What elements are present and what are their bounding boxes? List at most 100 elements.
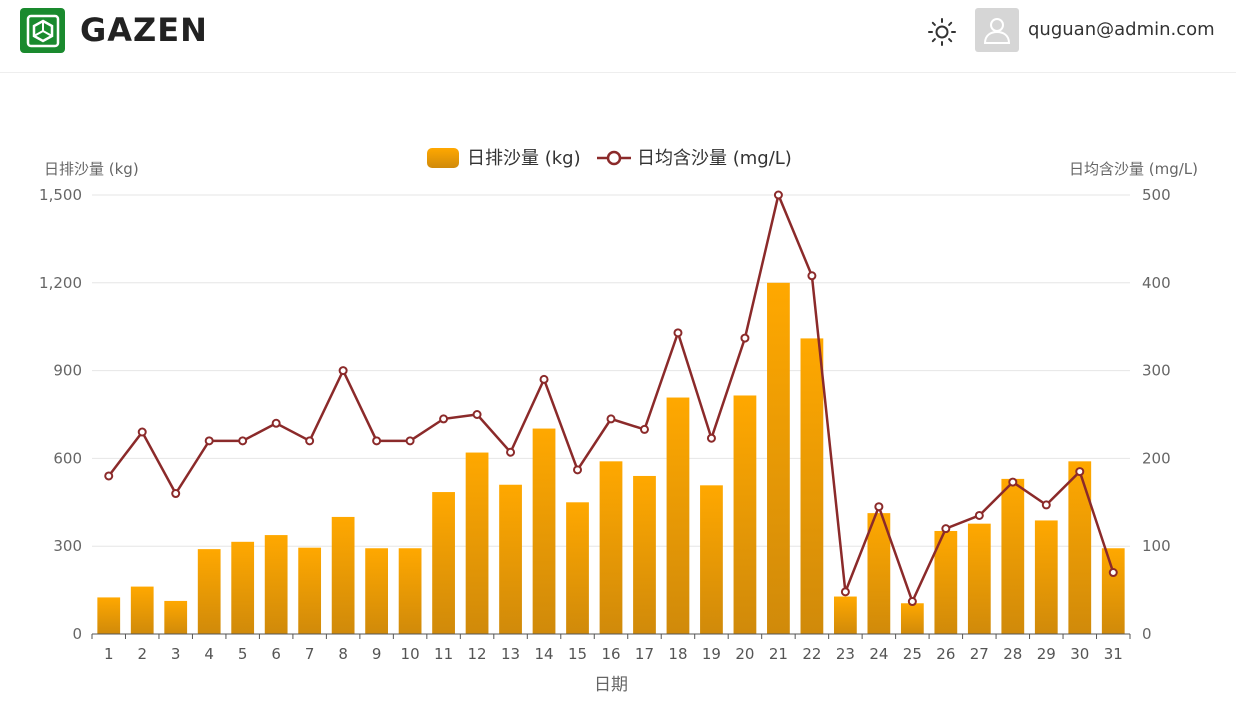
x-tick-label: 8 (338, 645, 348, 663)
y-right-tick-label: 400 (1142, 274, 1171, 292)
bar (1101, 548, 1125, 634)
bar (900, 603, 924, 634)
bar (800, 338, 824, 634)
chart-area: 0 300 600 900 1,200 1,500 0 100 200 300 400 500 1 2 3 4… (0, 73, 1236, 709)
bar (566, 502, 589, 634)
gazen-logo-icon[interactable] (20, 8, 65, 53)
x-tick-label: 10 (401, 645, 420, 663)
y-left-tick-label: 0 (72, 625, 82, 643)
x-tick-label: 1 (104, 645, 114, 663)
legend-line-marker (606, 150, 622, 166)
line-point (238, 436, 248, 446)
x-tick-label: 30 (1070, 645, 1089, 663)
x-tick-label: 16 (601, 645, 620, 663)
y-right-tick-label: 0 (1142, 625, 1152, 643)
x-tick-label: 24 (869, 645, 888, 663)
x-tick-label: 23 (836, 645, 855, 663)
bar (1034, 520, 1058, 634)
legend-line-label: 日均含沙量 (mg/L) (637, 148, 792, 169)
y-right-tick-label: 100 (1142, 537, 1171, 555)
bar (231, 541, 255, 634)
legend-bar-swatch (427, 148, 459, 168)
bar (365, 548, 388, 634)
line-point (941, 524, 951, 534)
line-point (639, 424, 649, 434)
x-tick-label: 28 (1003, 645, 1022, 663)
x-tick-label: 9 (372, 645, 382, 663)
line-point (1108, 568, 1118, 578)
line-point (271, 418, 281, 428)
user-avatar-icon[interactable] (975, 8, 1019, 52)
x-tick-label: 13 (501, 645, 520, 663)
x-tick-label: 4 (204, 645, 214, 663)
bar (700, 485, 723, 634)
line-point (1075, 467, 1085, 477)
bar (465, 452, 489, 634)
bar (499, 484, 522, 634)
x-tick-label: 14 (534, 645, 553, 663)
bar (130, 586, 154, 634)
line-point (104, 471, 114, 481)
line-point (539, 374, 549, 384)
x-tick-label: 3 (171, 645, 181, 663)
x-tick-label: 2 (137, 645, 147, 663)
y-right-tick-label: 500 (1142, 186, 1171, 204)
line-point (305, 436, 315, 446)
x-tick-label: 20 (735, 645, 754, 663)
x-tick-label: 27 (970, 645, 989, 663)
bar (432, 492, 455, 634)
x-tick-label: 15 (568, 645, 587, 663)
bar (633, 475, 656, 634)
line-point (740, 333, 750, 343)
line-point (372, 436, 382, 446)
bar (834, 596, 857, 634)
y-left-tick-label: 600 (53, 449, 82, 467)
line-point (673, 328, 683, 338)
line-point (773, 190, 783, 200)
line-point (874, 502, 884, 512)
x-tick-label: 6 (271, 645, 281, 663)
line-point (405, 436, 415, 446)
line-point (506, 447, 516, 457)
line-point (573, 465, 583, 475)
line-point (1008, 477, 1018, 487)
bar (867, 513, 891, 634)
bar (599, 461, 623, 634)
x-tick-label: 29 (1037, 645, 1056, 663)
bar (1001, 478, 1025, 634)
bar (398, 548, 422, 634)
line-point (706, 433, 716, 443)
line-point (439, 414, 449, 424)
line-point (807, 271, 817, 281)
bar (967, 523, 991, 634)
line-point (338, 366, 348, 376)
bar (666, 397, 690, 634)
x-tick-label: 31 (1104, 645, 1123, 663)
y-left-tick-label: 1,500 (39, 186, 82, 204)
line-point (907, 597, 917, 607)
bar (1068, 461, 1092, 634)
y-left-tick-label: 900 (53, 362, 82, 380)
y-right-axis-label: 日均含沙量 (mg/L) (1069, 160, 1198, 178)
x-tick-label: 19 (702, 645, 721, 663)
x-tick-label: 5 (238, 645, 248, 663)
brand-name: GAZEN (80, 11, 208, 49)
bar (164, 600, 188, 634)
x-tick-label: 12 (468, 645, 487, 663)
user-email[interactable]: quguan@admin.com (1028, 19, 1215, 40)
bar (264, 535, 288, 634)
x-axis-label: 日期 (594, 675, 628, 695)
line-point (840, 587, 850, 597)
x-tick-label: 17 (635, 645, 654, 663)
line-point (606, 414, 616, 424)
x-tick-label: 18 (668, 645, 687, 663)
sun-icon[interactable] (926, 16, 958, 48)
y-left-tick-label: 300 (53, 537, 82, 555)
bar (97, 597, 121, 634)
bar (532, 428, 556, 634)
bar (197, 549, 221, 634)
bar (331, 516, 355, 634)
x-tick-label: 21 (769, 645, 788, 663)
y-left-tick-label: 1,200 (39, 274, 82, 292)
